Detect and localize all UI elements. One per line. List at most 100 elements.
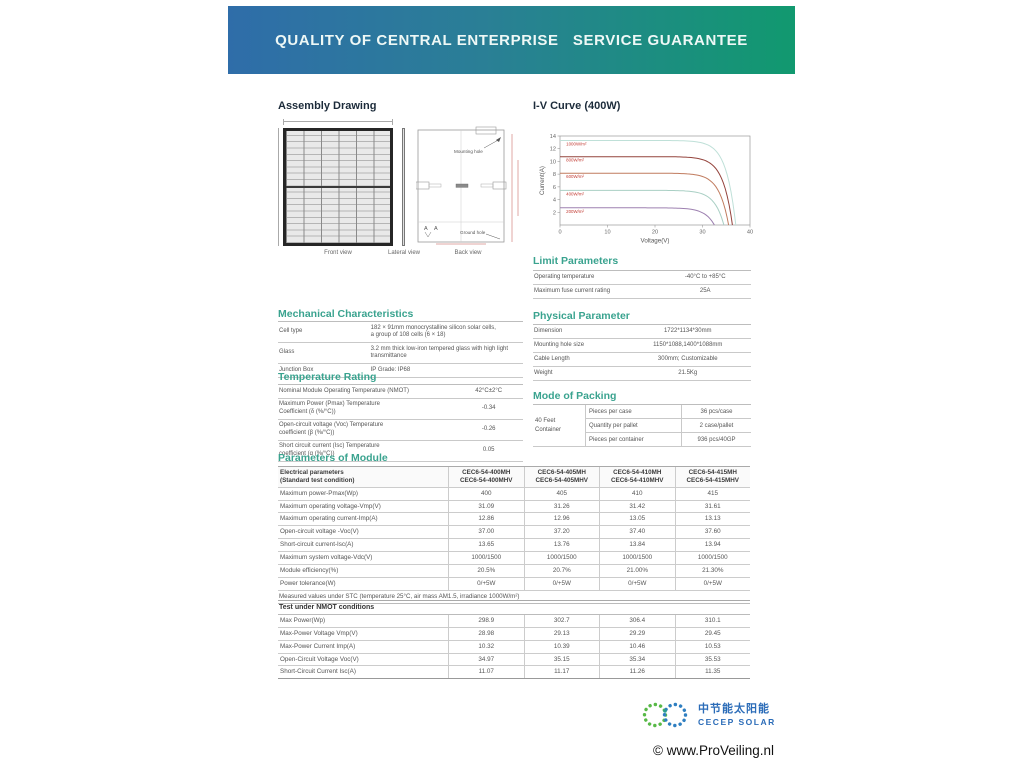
logo-english-name: CECEP SOLAR: [698, 716, 776, 727]
table-row: Maximum Power (Pmax) Temperature Coeffic…: [278, 399, 523, 420]
svg-text:A: A: [434, 226, 438, 232]
table-row: Open-Circuit Voltage Voc(V) 34.97 35.15 …: [278, 653, 750, 667]
table-row: Glass 3.2 mm thick low-iron tempered gla…: [278, 343, 523, 364]
svg-text:2: 2: [553, 210, 556, 216]
packing-title: Mode of Packing: [533, 390, 617, 402]
packing-row-value: 2 case/pallet: [681, 419, 751, 433]
table-row: Power tolerance(W) 0/+5W 0/+5W 0/+5W 0/+…: [278, 577, 750, 591]
table-row: Max Power(Wp) 298.9 302.7 306.4 310.1: [278, 615, 750, 628]
table-row: Junction Box IP Grade: IP68: [278, 364, 523, 378]
temperature-title: Temperature Rating: [278, 371, 377, 383]
front-view-drawing: [283, 128, 393, 246]
module-params-title: Parameters of Module: [278, 452, 388, 464]
iv-curve-title: I-V Curve (400W): [533, 100, 621, 112]
limit-title: Limit Parameters: [533, 255, 619, 267]
svg-text:1000W/m²: 1000W/m²: [566, 141, 587, 146]
header-cell: CEC6-54-410MH CEC6-54-410MHV: [599, 467, 675, 487]
physical-title: Physical Parameter: [533, 310, 630, 322]
svg-text:6: 6: [553, 185, 556, 191]
svg-text:40: 40: [747, 230, 753, 236]
table-row: Module efficiency(%) 20.5% 20.7% 21.00% …: [278, 564, 750, 578]
table-row: Short circuit current (Isc) Temperature …: [278, 441, 523, 462]
svg-text:400W/m²: 400W/m²: [566, 191, 584, 196]
table-row: Maximum operating current-Imp(A) 12.86 1…: [278, 513, 750, 527]
svg-text:12: 12: [550, 147, 556, 153]
table-row: Cell type 182 × 91mm monocrystalline sil…: [278, 322, 523, 343]
module-params-body: Maximum power-Pmax(Wp) 400 405 410 415 M…: [278, 487, 750, 591]
svg-text:200W/m²: 200W/m²: [566, 209, 584, 214]
svg-text:20: 20: [652, 230, 658, 236]
packing-row-label: Pieces per container: [585, 433, 681, 447]
physical-table: Dimension 1722*1134*30mm Mounting hole s…: [533, 324, 751, 381]
table-row: Short-circuit current-Isc(A) 13.65 13.76…: [278, 539, 750, 553]
table-row: Maximum system voltage-Vdc(V) 1000/1500 …: [278, 552, 750, 565]
table-row: Open-circuit voltage -Voc(V) 37.00 37.20…: [278, 526, 750, 540]
ground-hole-label: Ground hole: [460, 230, 486, 235]
nmot-table: Test under NMOT conditions Max Power(Wp)…: [278, 600, 750, 680]
svg-text:4: 4: [553, 198, 556, 204]
header-cell: CEC6-54-405MH CEC6-54-405MHV: [523, 467, 600, 487]
table-row: Max-Power Voltage Vmp(V) 28.98 29.13 29.…: [278, 627, 750, 641]
front-view-caption: Front view: [324, 250, 352, 256]
header-cell: CEC6-54-415MH CEC6-54-415MHV: [674, 467, 751, 487]
nmot-body: Max Power(Wp) 298.9 302.7 306.4 310.1 Ma…: [278, 615, 750, 680]
header-cell: CEC6-54-400MH CEC6-54-400MHV: [448, 467, 524, 487]
table-row: Operating temperature -40°C to +85°C: [533, 271, 751, 285]
svg-text:30: 30: [699, 230, 705, 236]
nmot-title: Test under NMOT conditions: [278, 600, 750, 615]
svg-text:10: 10: [604, 230, 610, 236]
table-row: Maximum fuse current rating 25A: [533, 285, 751, 299]
lateral-view-drawing: [402, 128, 405, 246]
svg-text:600W/m²: 600W/m²: [566, 174, 584, 179]
lateral-view-caption: Lateral view: [387, 250, 420, 256]
packing-row-value: 36 pcs/case: [681, 405, 751, 419]
packing-row-value: 936 pcs/40GP: [681, 433, 751, 447]
table-row: Maximum operating voltage-Vmp(V) 31.09 3…: [278, 500, 750, 514]
table-row: Cable Length 300mm; Customizable: [533, 353, 751, 367]
svg-text:Voltage(V): Voltage(V): [641, 238, 670, 245]
cecep-logo-icon: [642, 702, 688, 728]
table-row: Dimension 1722*1134*30mm: [533, 325, 751, 339]
dimension-line-left: [278, 128, 279, 246]
packing-table: 40 Feet Container Pieces per case 36 pcs…: [533, 404, 751, 447]
iv-curve-chart: 0 10 20 30 40 2 4 6 8 10 12 14 Voltage(V) Current(A) 1…: [539, 134, 753, 245]
assembly-drawing-title: Assembly Drawing: [278, 100, 377, 112]
limit-table: Operating temperature -40°C to +85°C Max…: [533, 270, 751, 299]
table-row: Open-circuit voltage (Voc) Temperature c…: [278, 420, 523, 441]
svg-text:0: 0: [558, 230, 561, 236]
watermark: © www.ProVeiling.nl: [653, 743, 774, 758]
logo-chinese-name: 中节能太阳能: [698, 702, 770, 715]
module-params-header: Electrical parameters (Standard test con…: [278, 467, 750, 488]
svg-text:Current(A): Current(A): [539, 166, 546, 195]
table-row: Nominal Module Operating Temperature (NM…: [278, 385, 523, 399]
cecep-logo: 中节能太阳能 CECEP SOLAR: [640, 697, 776, 733]
assembly-drawing: Mounting hole Ground hole A A: [278, 118, 524, 248]
header-banner: QUALITY OF CENTRAL ENTERPRISE SERVICE GU…: [228, 6, 795, 74]
svg-text:8: 8: [553, 172, 556, 178]
svg-text:A: A: [424, 226, 428, 232]
header-cell: Electrical parameters (Standard test con…: [280, 469, 355, 484]
table-row: Mounting hole size 1150*1088,1400*1088mm: [533, 339, 751, 353]
packing-row-label: Pieces per case: [585, 405, 681, 419]
dimension-line-top: [283, 119, 393, 125]
table-row: Short-Circuit Current Isc(A) 11.07 11.17…: [278, 666, 750, 680]
svg-text:800W/m²: 800W/m²: [566, 158, 584, 163]
banner-title: QUALITY OF CENTRAL ENTERPRISE SERVICE GU…: [275, 31, 748, 49]
stc-footnote: Measured values under STC (temperature 2…: [278, 591, 750, 604]
packing-container-cell: 40 Feet Container: [533, 405, 585, 447]
back-view-caption: Back view: [454, 250, 482, 256]
mechanical-table: Cell type 182 × 91mm monocrystalline sil…: [278, 321, 523, 378]
table-row: Weight 21.5Kg: [533, 367, 751, 381]
view-captions: Front view Lateral view Back view: [278, 250, 524, 260]
mounting-hole-label: Mounting hole: [454, 149, 483, 154]
temperature-table: Nominal Module Operating Temperature (NM…: [278, 384, 523, 462]
module-params-table: Electrical parameters (Standard test con…: [278, 466, 750, 604]
svg-text:14: 14: [550, 134, 556, 140]
back-view-drawing: Mounting hole Ground hole A A: [416, 126, 519, 245]
packing-row-label: Quantity per pallet: [585, 419, 681, 433]
table-row: Max-Power Current Imp(A) 10.32 10.39 10.…: [278, 640, 750, 654]
cecep-logo-text: 中节能太阳能 CECEP SOLAR: [698, 703, 776, 727]
svg-text:10: 10: [550, 159, 556, 165]
table-row: Maximum power-Pmax(Wp) 400 405 410 415: [278, 487, 750, 501]
